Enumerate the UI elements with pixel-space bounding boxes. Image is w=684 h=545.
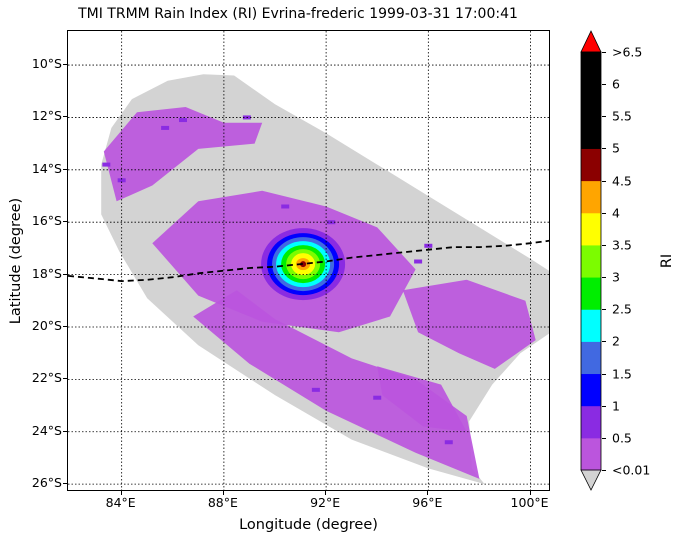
rain-area-north: [103, 107, 263, 202]
lon-tick-mark: [529, 491, 531, 495]
colorbar-tick-mark: [602, 373, 606, 375]
colorbar-tick-label: 3: [612, 269, 620, 285]
colorbar-tick-mark: [602, 52, 606, 53]
colorbar-segment-3: [581, 373, 601, 407]
rain-pixel-12: [161, 125, 170, 130]
colorbar-tick-mark: [602, 116, 606, 118]
rain-index-map: [68, 31, 549, 490]
colorbar-tick-mark: [602, 148, 606, 150]
colorbar-tick-label: 3.5: [612, 237, 632, 253]
lat-tick-mark: [63, 168, 67, 170]
lat-tick-label: 14°S: [31, 160, 62, 176]
colorbar-tick-label: <0.01: [612, 462, 651, 478]
colorbar-tick-label: 4.5: [612, 173, 632, 189]
colorbar-segment-5: [581, 309, 601, 342]
rain-pixel-1: [179, 118, 187, 123]
lat-tick-label: 20°S: [31, 317, 62, 333]
colorbar-tick-mark: [602, 341, 606, 343]
x-axis-label: Longitude (degree): [239, 517, 378, 533]
lat-tick-mark: [63, 483, 67, 485]
lat-tick-mark: [63, 273, 67, 275]
colorbar-tick-mark: [602, 470, 606, 471]
lat-tick-mark: [63, 325, 67, 327]
lon-tick-mark: [427, 491, 429, 495]
colorbar-label: RI: [659, 253, 675, 269]
lon-tick-label: 84°E: [105, 495, 136, 510]
map-title: TMI TRMM Rain Index (RI) Evrina-frederic…: [78, 6, 518, 22]
colorbar-tick-label: >6.5: [612, 44, 643, 60]
rain-pixel-4: [102, 162, 111, 167]
colorbar-segment-2: [581, 405, 601, 439]
colorbar-tick-label: 5: [612, 140, 620, 156]
colorbar-tick-mark: [602, 405, 606, 407]
colorbar-under-arrow: [580, 469, 602, 491]
storm-track-line: [68, 239, 549, 283]
colorbar-tick-label: 2.5: [612, 301, 632, 317]
colorbar-tick-mark: [602, 277, 606, 279]
lat-tick-label: 26°S: [31, 475, 62, 491]
colorbar-segment-7: [581, 244, 601, 278]
colorbar-over-arrow: [580, 30, 602, 53]
y-axis-label: Latitude (degree): [8, 197, 24, 325]
colorbar-segment-8: [581, 212, 601, 246]
rain-pixel-10: [373, 395, 382, 400]
lat-tick-label: 18°S: [31, 265, 62, 281]
lat-tick-label: 16°S: [31, 213, 62, 229]
colorbar-segment-10: [581, 148, 601, 182]
colorbar-tick-mark: [602, 84, 606, 86]
rain-pixel-5: [281, 204, 290, 209]
colorbar-tick-mark: [602, 212, 606, 214]
lat-tick-mark: [63, 64, 67, 66]
colorbar-tick-label: 4: [612, 205, 620, 221]
colorbar-tick-label: 0.5: [612, 430, 632, 446]
colorbar-tick-label: 1.5: [612, 366, 632, 382]
lat-tick-mark: [63, 378, 67, 380]
colorbar-tick-mark: [602, 309, 606, 311]
storm-core-ring-9: [300, 261, 307, 268]
colorbar-segment-4: [581, 341, 601, 375]
colorbar-tick-label: 2: [612, 333, 620, 349]
colorbar-segment-13: [581, 52, 601, 85]
lon-tick-mark: [120, 491, 122, 495]
rain-pixel-3: [117, 178, 126, 183]
colorbar-tick-mark: [602, 437, 606, 439]
colorbar-segment-6: [581, 277, 601, 310]
colorbar-tick-mark: [602, 244, 606, 246]
lat-tick-mark: [63, 430, 67, 432]
colorbar-segment-9: [581, 180, 601, 214]
colorbar-segment-11: [581, 116, 601, 149]
colorbar-tick-label: 1: [612, 398, 620, 414]
lon-tick-label: 88°E: [207, 495, 238, 510]
rain-pixel-9: [311, 387, 320, 392]
lat-tick-label: 10°S: [31, 56, 62, 72]
colorbar-segment-1: [581, 437, 601, 471]
lon-tick-mark: [325, 491, 327, 495]
colorbar-tick-mark: [602, 180, 606, 182]
lon-tick-label: 96°E: [412, 495, 443, 510]
colorbar: [580, 30, 602, 491]
colorbar-frame: [580, 51, 602, 471]
lon-tick-label: 100°E: [510, 495, 549, 510]
map-plot-area: [67, 30, 550, 491]
lon-tick-mark: [222, 491, 224, 495]
lat-tick-label: 12°S: [31, 108, 62, 124]
lat-tick-mark: [63, 116, 67, 118]
colorbar-tick-label: 5.5: [612, 108, 632, 124]
rain-pixel-11: [444, 440, 453, 445]
colorbar-tick-label: 6: [612, 76, 620, 92]
lon-tick-label: 92°E: [310, 495, 341, 510]
rain-pixel-8: [414, 259, 423, 264]
rain-area-east: [402, 279, 536, 369]
colorbar-segment-12: [581, 84, 601, 117]
lat-tick-mark: [63, 221, 67, 223]
rain-area-southeast: [377, 366, 467, 432]
lat-tick-label: 22°S: [31, 370, 62, 386]
lat-tick-label: 24°S: [31, 422, 62, 438]
